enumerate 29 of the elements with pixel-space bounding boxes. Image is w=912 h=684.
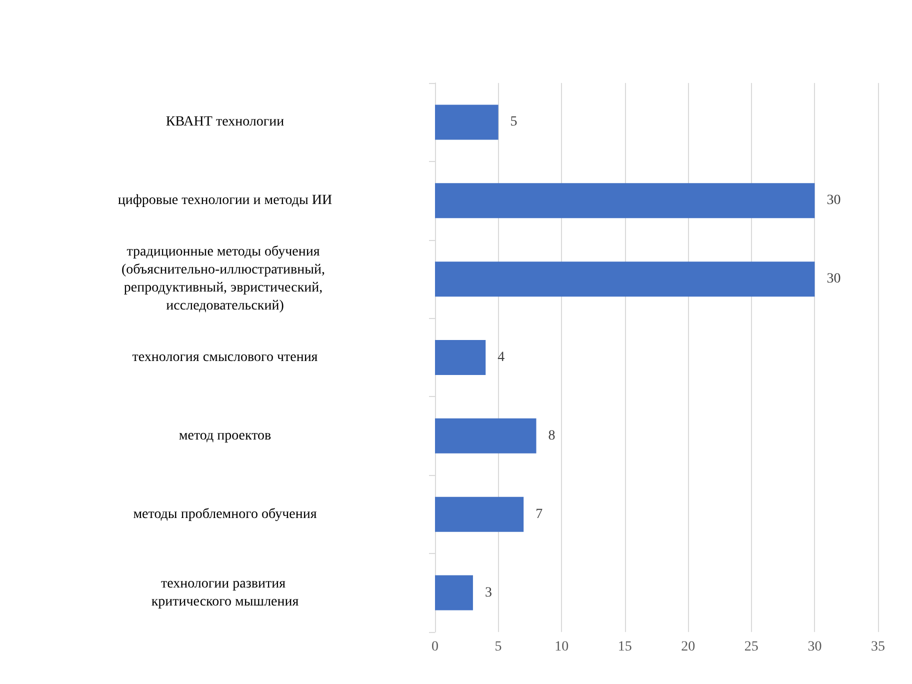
y-tick-label: метод проектов	[178, 428, 272, 444]
y-tick-label: традиционные методы обучения (объяснительно-иллюстративный, репродуктивный, эвристический, исследовательский)	[121, 244, 329, 314]
bar	[435, 104, 498, 140]
x-tick-label: 5	[494, 640, 502, 654]
x-tick-label: 35	[871, 640, 885, 654]
y-tick-label: цифровые технологии и методы ИИ	[118, 193, 332, 208]
x-tick-label: 30	[808, 640, 822, 654]
y-tick-label: КВАНТ технологии	[166, 114, 285, 130]
bar	[435, 340, 486, 375]
x-tick-label: 15	[618, 640, 632, 654]
data-label: 8	[548, 428, 556, 444]
x-tick-label: 20	[681, 640, 696, 654]
bar	[435, 183, 815, 218]
data-label: 30	[826, 193, 841, 208]
bar	[435, 418, 536, 454]
data-label: 4	[498, 350, 505, 365]
data-label: 5	[510, 114, 518, 130]
data-label: 3	[484, 585, 492, 600]
y-tick-label: технология смыслового чтения	[132, 350, 318, 365]
data-label: 7	[536, 506, 543, 522]
x-tick-label: 10	[554, 640, 569, 654]
bar	[435, 496, 524, 532]
y-tick-label: методы проблемного обучения	[133, 506, 318, 522]
bar	[435, 262, 815, 297]
y-tick-label: технологии развития критического мышления	[151, 576, 300, 610]
x-tick-label: 25	[744, 640, 758, 654]
data-label: 30	[826, 272, 841, 287]
bar	[435, 575, 473, 610]
x-tick-label: 0	[432, 640, 438, 654]
